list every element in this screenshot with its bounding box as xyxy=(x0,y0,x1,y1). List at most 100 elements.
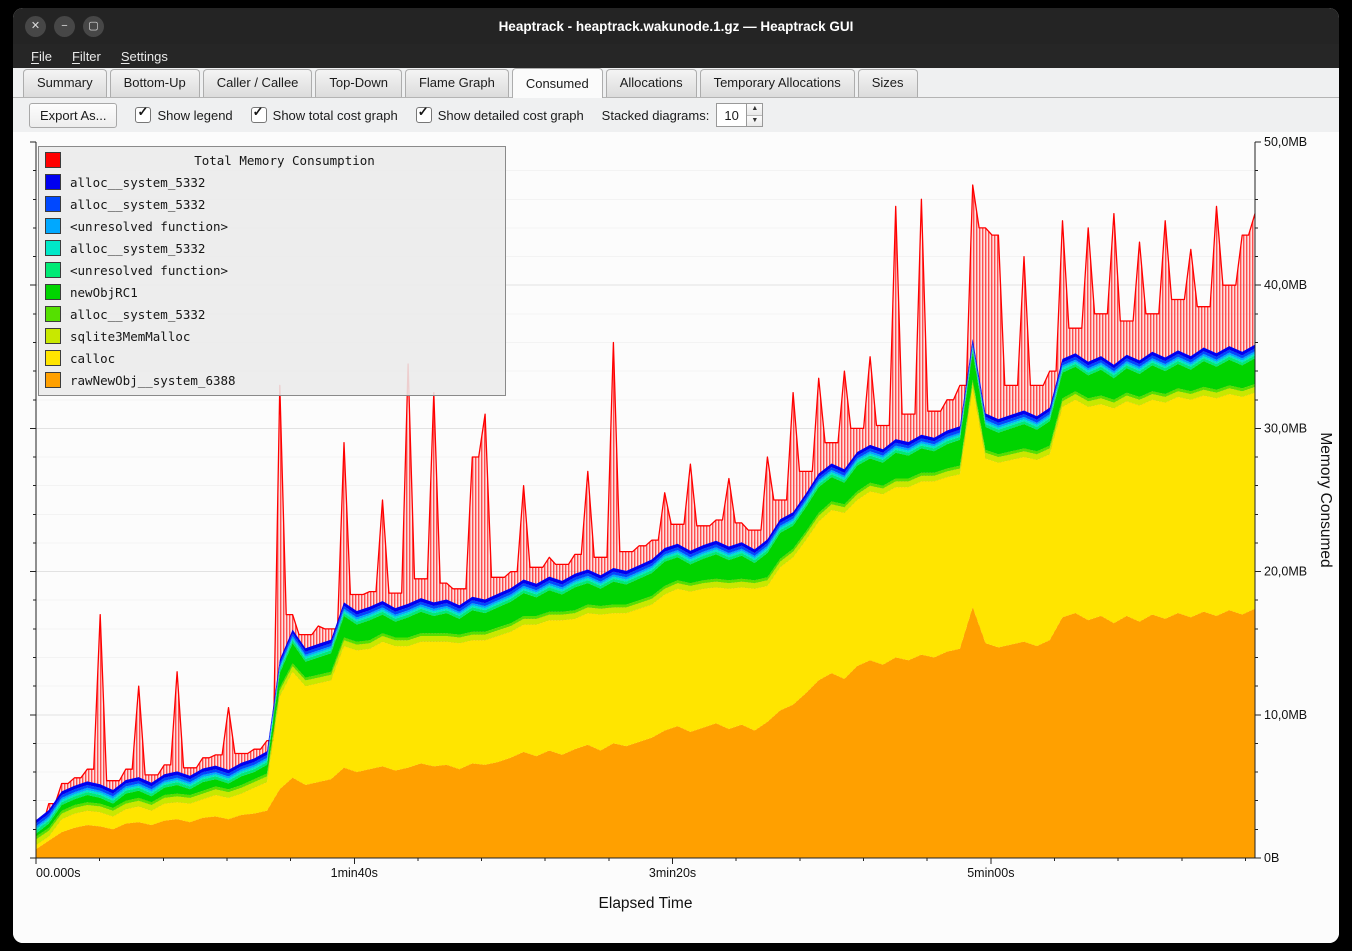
x-tick-label: 00.000s xyxy=(36,866,80,880)
legend-swatch xyxy=(45,306,61,322)
stacked-diagrams-label: Stacked diagrams: xyxy=(601,107,710,123)
chart-area[interactable]: 00.000s 1min40s 3min20s 5min00s 0B 10,0MB 20,0… xyxy=(13,132,1339,943)
legend-swatch xyxy=(45,372,61,388)
legend-item: alloc__system_5332 xyxy=(45,193,499,215)
y-tick-label: 50,0MB xyxy=(1264,135,1307,149)
checkmark-icon: ✓ xyxy=(252,104,264,119)
series-area-rawnewobj-system-6388 xyxy=(36,607,1255,858)
y-tick-label: 30,0MB xyxy=(1264,421,1307,435)
legend-swatch xyxy=(45,240,61,256)
checkbox-box: ✓ xyxy=(135,104,152,123)
checkbox-box: ✓ xyxy=(415,104,432,123)
spin-down-icon: ▼ xyxy=(751,116,759,124)
maximize-button[interactable]: ▢ xyxy=(83,15,104,37)
y-tick-label: 0B xyxy=(1264,851,1279,865)
legend-item-label: <unresolved function> xyxy=(70,262,229,278)
export-as-button[interactable]: Export As... xyxy=(29,102,118,128)
legend-item-label: calloc xyxy=(70,350,116,366)
toolbar: Export As... ✓ Show legend ✓ Show total cos… xyxy=(13,98,1339,132)
checkmark-icon: ✓ xyxy=(417,104,429,119)
tab-sizes[interactable]: Sizes xyxy=(857,69,918,97)
stacked-diagrams-spinner[interactable]: 10 ▲ ▼ xyxy=(716,103,764,127)
y-axis-label: Memory Consumed xyxy=(1317,432,1334,567)
maximize-icon: ▢ xyxy=(88,19,99,32)
close-button[interactable]: ✕ xyxy=(25,15,46,37)
checkbox-label: Show detailed cost graph xyxy=(437,107,584,123)
spinner-buttons: ▲ ▼ xyxy=(746,103,764,127)
tab-caller-callee[interactable]: Caller / Callee xyxy=(202,69,313,97)
legend-item: newObjRC1 xyxy=(45,281,499,303)
window-title: Heaptrack - heaptrack.wakunode.1.gz — He… xyxy=(498,18,854,34)
app-window: ✕ − ▢ Heaptrack - heaptrack.wakunode.1.gz … xyxy=(13,8,1339,943)
chart-legend: Total Memory Consumption alloc__system_53… xyxy=(38,146,506,396)
tab-allocations[interactable]: Allocations xyxy=(605,69,697,97)
x-tick-label: 1min40s xyxy=(331,866,378,880)
legend-item-label: alloc__system_5332 xyxy=(70,174,206,190)
y-tick-label: 20,0MB xyxy=(1264,565,1307,579)
toolbar-checkboxes: ✓ Show legend ✓ Show total cost graph ✓ Show … xyxy=(135,104,584,123)
legend-swatch xyxy=(45,174,61,190)
window-controls: ✕ − ▢ xyxy=(25,8,104,44)
minimize-button[interactable]: − xyxy=(54,15,75,37)
legend-item-label: <unresolved function> xyxy=(70,218,229,234)
legend-item: calloc xyxy=(45,347,499,369)
legend-swatch xyxy=(45,284,61,300)
checkbox-show-legend[interactable]: ✓ Show legend xyxy=(135,104,233,123)
legend-item-label: newObjRC1 xyxy=(70,284,138,300)
legend-swatch xyxy=(45,218,61,234)
menu-item-filter[interactable]: Filter xyxy=(71,48,101,64)
legend-item: alloc__system_5332 xyxy=(45,171,499,193)
menu-item-settings[interactable]: Settings xyxy=(120,48,168,64)
spinner-value[interactable]: 10 xyxy=(716,103,747,127)
legend-item: alloc__system_5332 xyxy=(45,237,499,259)
checkbox-box: ✓ xyxy=(250,104,267,123)
x-axis-label: Elapsed Time xyxy=(599,895,693,912)
legend-item-label: alloc__system_5332 xyxy=(70,306,206,322)
legend-item-label: sqlite3MemMalloc xyxy=(70,328,191,344)
legend-item: sqlite3MemMalloc xyxy=(45,325,499,347)
tab-temporary-allocations[interactable]: Temporary Allocations xyxy=(699,69,855,97)
y-tick-label: 40,0MB xyxy=(1264,278,1307,292)
legend-swatch xyxy=(45,262,61,278)
legend-swatch xyxy=(45,196,61,212)
y-tick-label: 10,0MB xyxy=(1264,708,1307,722)
spin-up-icon: ▲ xyxy=(751,105,759,112)
legend-item: rawNewObj__system_6388 xyxy=(45,369,499,391)
titlebar: ✕ − ▢ Heaptrack - heaptrack.wakunode.1.gz … xyxy=(13,8,1339,44)
tab-top-down[interactable]: Top-Down xyxy=(315,69,402,97)
spin-down-button[interactable]: ▼ xyxy=(747,115,763,126)
stacked-diagrams-group: Stacked diagrams: 10 ▲ ▼ xyxy=(602,103,764,127)
checkbox-show-detailed-cost-graph[interactable]: ✓ Show detailed cost graph xyxy=(415,104,584,123)
legend-item: alloc__system_5332 xyxy=(45,303,499,325)
legend-item-label: rawNewObj__system_6388 xyxy=(70,372,236,388)
minimize-icon: − xyxy=(61,19,68,32)
chart-canvas[interactable]: 00.000s 1min40s 3min20s 5min00s 0B 10,0MB 20,0… xyxy=(13,132,1339,943)
checkbox-show-total-cost-graph[interactable]: ✓ Show total cost graph xyxy=(250,104,398,123)
series-area-newobjrc1 xyxy=(36,352,1255,837)
checkbox-label: Show total cost graph xyxy=(272,107,398,123)
legend-item: <unresolved function> xyxy=(45,259,499,281)
tab-flame-graph[interactable]: Flame Graph xyxy=(404,69,509,97)
legend-title-row: Total Memory Consumption xyxy=(45,149,499,171)
menu-item-file[interactable]: File xyxy=(31,48,52,64)
close-icon: ✕ xyxy=(30,19,41,32)
checkbox-label: Show legend xyxy=(157,107,233,123)
legend-swatch xyxy=(45,152,61,168)
spin-up-button[interactable]: ▲ xyxy=(747,104,763,116)
legend-item-label: Total Memory Consumption xyxy=(194,152,375,168)
tabbar: Summary Bottom-Up Caller / Callee Top-Down F… xyxy=(13,68,1339,98)
legend-item-label: alloc__system_5332 xyxy=(70,196,206,212)
tab-bottom-up[interactable]: Bottom-Up xyxy=(109,69,200,97)
x-tick-label: 5min00s xyxy=(967,866,1014,880)
legend-item-label: alloc__system_5332 xyxy=(70,240,206,256)
series-area-calloc xyxy=(36,388,1255,850)
menubar: File Filter Settings xyxy=(13,44,1339,68)
legend-item: <unresolved function> xyxy=(45,215,499,237)
tab-consumed[interactable]: Consumed xyxy=(511,68,603,98)
total-line xyxy=(36,184,1256,828)
legend-swatch xyxy=(45,328,61,344)
x-tick-label: 3min20s xyxy=(649,866,696,880)
checkmark-icon: ✓ xyxy=(137,104,149,119)
legend-swatch xyxy=(45,350,61,366)
tab-summary[interactable]: Summary xyxy=(23,69,107,97)
